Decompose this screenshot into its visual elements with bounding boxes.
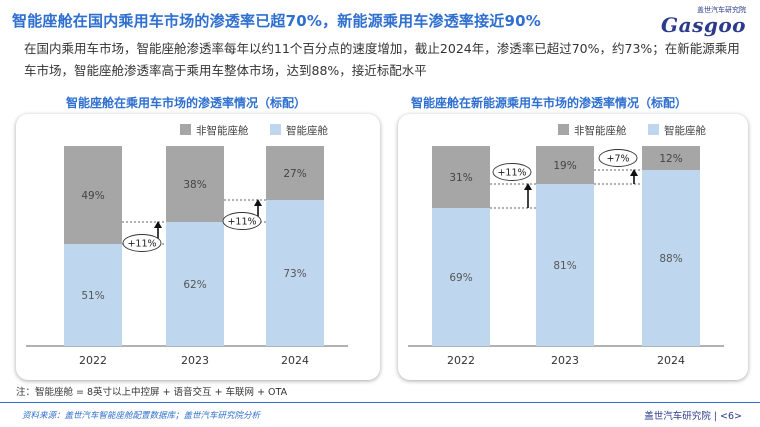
legend-swatch (270, 124, 281, 135)
data-label: 69% (449, 272, 472, 284)
bar-smart (266, 200, 324, 346)
chart-nev: 非智能座舱 智能座舱 69% 31% 2022 81% 19% 2023 88% 12% 2024 +… (408, 124, 724, 367)
tick-label: 2024 (657, 354, 685, 367)
summary-text: 在国内乘用车市场，智能座舱渗透率每年以约11个百分点的速度增加，截止2024年，… (24, 41, 740, 78)
tick-label: 2022 (447, 354, 475, 367)
growth-arrow-head (630, 169, 638, 176)
growth-label: +11% (227, 217, 256, 228)
chart-title-nev: 智能座舱在新能源乘用车市场的渗透率情况（标配） (411, 96, 688, 110)
bar-non-smart (166, 146, 224, 222)
legend: 非智能座舱 智能座舱 (180, 124, 328, 137)
bar-non-smart (64, 146, 122, 244)
logo-org-text: 盖世汽车研究院 (697, 6, 746, 14)
growth-label: +7% (606, 154, 629, 165)
tick-label: 2024 (281, 354, 309, 367)
data-label: 27% (283, 168, 306, 180)
bar-smart (432, 208, 490, 346)
footer-divider: | (713, 411, 721, 422)
page-number: <6> (720, 411, 742, 422)
chart-passenger: 非智能座舱 智能座舱 51% 49% 2022 62% 38% 2023 73% 27% 2024 +… (26, 124, 348, 367)
footer-right: 盖世汽车研究院 | <6> (644, 408, 742, 422)
data-label: 73% (283, 268, 306, 280)
data-label: 12% (659, 153, 682, 165)
growth-badge (222, 212, 262, 230)
tick-label: 2023 (551, 354, 579, 367)
legend-label: 智能座舱 (286, 124, 328, 137)
footer-source: 资料来源：盖世汽车智能座舱配置数据库；盖世汽车研究院分析 (22, 411, 261, 421)
bar-smart (536, 184, 594, 346)
bar-smart (166, 222, 224, 346)
data-label: 19% (553, 160, 576, 172)
gasgoo-logo: 盖世汽车研究院 Gasgoo (650, 5, 746, 37)
bar-smart (64, 244, 122, 346)
page-title: 智能座舱在国内乘用车市场的渗透率已超70%，新能源乘用车渗透率接近90% (12, 12, 542, 30)
data-label: 49% (81, 190, 104, 202)
legend-swatch (648, 124, 659, 135)
data-label: 62% (183, 279, 206, 291)
growth-arrow-head (254, 199, 262, 206)
bar-non-smart (642, 146, 700, 170)
footnote: 注：智能座舱 = 8英寸以上中控屏 + 语音交互 + 车联网 + OTA (16, 387, 288, 398)
tick-label: 2022 (79, 354, 107, 367)
growth-badge (492, 163, 532, 181)
legend-label: 智能座舱 (664, 124, 706, 137)
data-label: 81% (553, 260, 576, 272)
growth-badge (122, 234, 162, 252)
logo-brand-text: Gasgoo (661, 13, 746, 37)
data-label: 31% (449, 172, 472, 184)
growth-label: +11% (127, 239, 156, 250)
legend-swatch (558, 124, 569, 135)
tick-label: 2023 (181, 354, 209, 367)
footer-org: 盖世汽车研究院 (644, 411, 711, 422)
bar-non-smart (266, 146, 324, 200)
bar-non-smart (432, 146, 490, 208)
growth-label: +11% (497, 168, 526, 179)
growth-arrow-head (524, 183, 532, 190)
data-label: 38% (183, 179, 206, 191)
footer: 资料来源：盖世汽车智能座舱配置数据库；盖世汽车研究院分析 盖世汽车研究院 | <… (0, 402, 760, 427)
data-label: 88% (659, 253, 682, 265)
bar-non-smart (536, 146, 594, 184)
growth-badge (598, 149, 638, 167)
data-label: 51% (81, 290, 104, 302)
growth-arrow-head (154, 221, 162, 228)
legend-label: 非智能座舱 (196, 124, 249, 137)
chart-panel-nev: 非智能座舱 智能座舱 69% 31% 2022 81% 19% 2023 88% 12% 2024 +… (398, 114, 748, 380)
chart-title-passenger: 智能座舱在乘用车市场的渗透率情况（标配） (66, 96, 307, 110)
bar-smart (642, 170, 700, 346)
legend-label: 非智能座舱 (574, 124, 627, 137)
chart-panel-passenger: 非智能座舱 智能座舱 51% 49% 2022 62% 38% 2023 73% 27% 2024 +… (16, 114, 380, 380)
legend-swatch (180, 124, 191, 135)
legend: 非智能座舱 智能座舱 (558, 124, 706, 137)
